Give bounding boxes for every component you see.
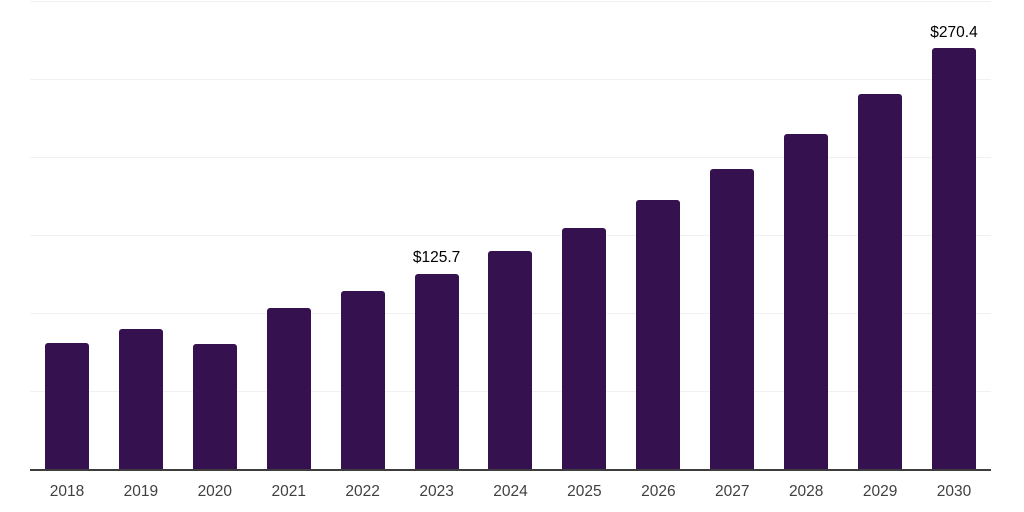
- plot-area: $125.7 $270.4: [30, 1, 991, 471]
- bar-2018[interactable]: [44, 343, 89, 470]
- gridline-300: [30, 1, 991, 2]
- bar-slot-2023: $125.7: [400, 2, 474, 470]
- x-tick-label-2028: 2028: [788, 483, 824, 500]
- bar-2028[interactable]: [784, 134, 829, 470]
- x-tick-label-2021: 2021: [271, 483, 306, 500]
- bar-2025[interactable]: [562, 228, 607, 470]
- x-tick-label-2029: 2029: [862, 483, 898, 500]
- bar-slot-2025: [547, 2, 621, 470]
- x-tick-label-2030: 2030: [936, 483, 972, 500]
- x-tick-label-2024: 2024: [493, 483, 528, 500]
- x-tick-label-2023: 2023: [419, 483, 454, 500]
- bar-2026[interactable]: [636, 199, 681, 470]
- gridline-200: [30, 157, 991, 158]
- bar-slot-2030: $270.4: [917, 2, 991, 470]
- gridline-250: [30, 79, 991, 80]
- x-axis-labels: 2018 2019 2020 2021 2022 2023 2024 2025 2026 2027…: [30, 483, 991, 500]
- bar-2021[interactable]: [266, 308, 311, 470]
- bar-2024[interactable]: [488, 251, 533, 470]
- bars-row: $125.7 $270.4: [30, 2, 991, 470]
- x-tick-label-2027: 2027: [715, 483, 750, 500]
- x-tick-label-2025: 2025: [567, 483, 602, 500]
- x-axis-line: [30, 469, 991, 471]
- x-tick-label-2020: 2020: [197, 483, 233, 500]
- bar-slot-2027: [695, 2, 769, 470]
- x-tick-label-2018: 2018: [49, 483, 85, 500]
- bar-slot-2026: [621, 2, 695, 470]
- bar-2023[interactable]: [414, 273, 459, 470]
- bar-slot-2019: [104, 2, 178, 470]
- bar-value-label-2023: $125.7: [412, 249, 461, 267]
- bar-2022[interactable]: [340, 291, 385, 470]
- x-tick-label-2019: 2019: [123, 483, 159, 500]
- bar-2020[interactable]: [192, 344, 237, 470]
- bar-2030[interactable]: [932, 48, 977, 470]
- x-tick-label-2026: 2026: [641, 483, 676, 500]
- bar-slot-2024: [474, 2, 548, 470]
- bar-2027[interactable]: [710, 168, 755, 470]
- bar-slot-2028: [769, 2, 843, 470]
- bar-slot-2022: [326, 2, 400, 470]
- bar-2019[interactable]: [118, 328, 163, 470]
- bar-slot-2021: [252, 2, 326, 470]
- x-tick-label-2022: 2022: [345, 483, 380, 500]
- bar-slot-2020: [178, 2, 252, 470]
- bar-slot-2029: [843, 2, 917, 470]
- bar-slot-2018: [30, 2, 104, 470]
- bar-2029[interactable]: [858, 94, 903, 470]
- bar-value-label-2030: $270.4: [930, 23, 978, 41]
- gridline-150: [30, 235, 991, 236]
